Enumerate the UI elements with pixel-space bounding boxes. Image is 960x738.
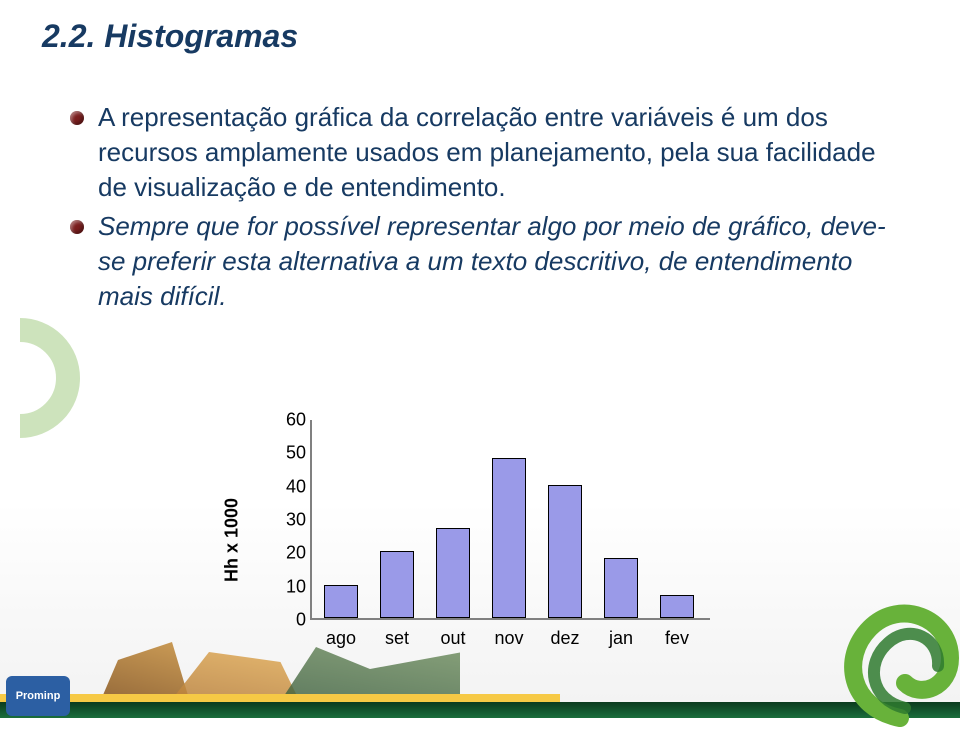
bullet-item: Sempre que for possível representar algo… xyxy=(70,209,900,314)
page-title: 2.2. Histogramas xyxy=(42,18,298,55)
chart-bar xyxy=(548,485,582,618)
bullet-text: A representação gráfica da correlação en… xyxy=(98,100,900,205)
chart-bar xyxy=(380,551,414,618)
x-tick: nov xyxy=(492,628,526,649)
chart-bar xyxy=(492,458,526,618)
chart-bar xyxy=(324,585,358,618)
x-tick: jan xyxy=(604,628,638,649)
y-tick: 60 xyxy=(276,410,306,431)
y-tick: 40 xyxy=(276,476,306,497)
y-tick: 30 xyxy=(276,510,306,531)
y-axis-label: Hh x 1000 xyxy=(222,498,243,582)
chart-bar xyxy=(604,558,638,618)
swirl-icon xyxy=(810,558,960,738)
bullet-icon xyxy=(70,111,84,125)
prominp-logo: Prominp xyxy=(6,676,70,716)
chart-bar xyxy=(436,528,470,618)
y-tick: 20 xyxy=(276,543,306,564)
x-tick: fev xyxy=(660,628,694,649)
y-tick: 0 xyxy=(276,610,306,631)
bullet-text: Sempre que for possível representar algo… xyxy=(98,209,900,314)
chart-bar xyxy=(660,595,694,618)
y-tick: 10 xyxy=(276,576,306,597)
footer-silhouettes xyxy=(100,642,480,702)
body-text: A representação gráfica da correlação en… xyxy=(70,100,900,319)
bullet-icon xyxy=(70,220,84,234)
histogram-chart: Hh x 1000 0102030405060agosetoutnovdezja… xyxy=(230,420,730,660)
footer-yellow-stripe xyxy=(0,694,560,702)
y-tick: 50 xyxy=(276,443,306,464)
chart-plot-area: 0102030405060agosetoutnovdezjanfev xyxy=(310,420,710,620)
bullet-item: A representação gráfica da correlação en… xyxy=(70,100,900,205)
decorative-ring xyxy=(0,318,80,438)
x-tick: dez xyxy=(548,628,582,649)
